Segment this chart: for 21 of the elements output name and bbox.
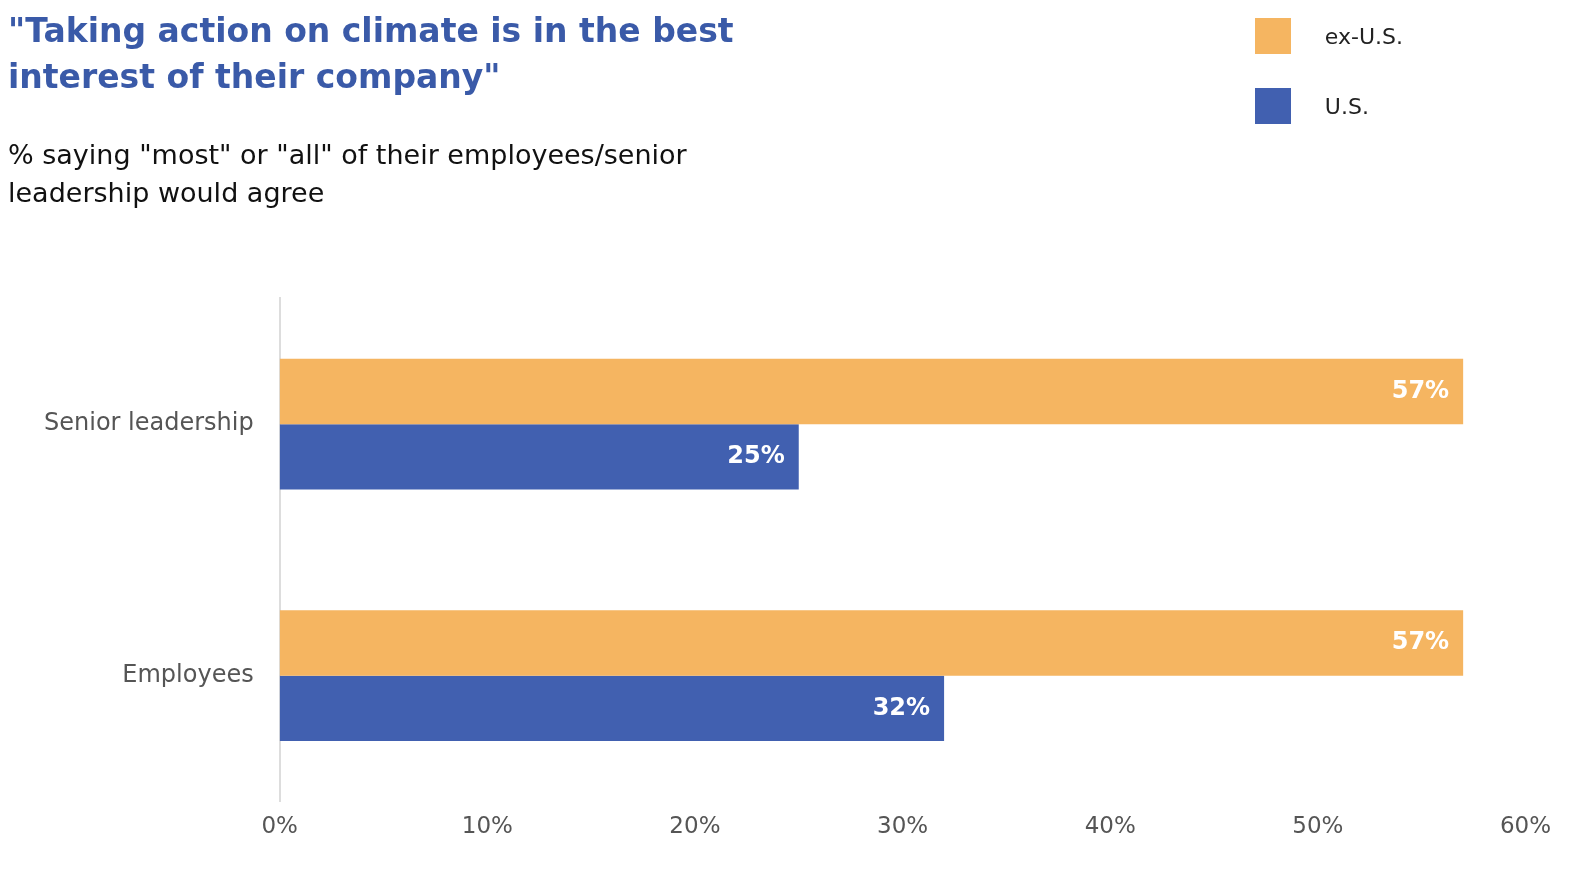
x-tick-label: 20% (669, 812, 721, 839)
x-tick-label: 0% (261, 812, 298, 839)
y-tick-label: Senior leadership (44, 408, 254, 437)
legend-label: ex-U.S. (1324, 23, 1403, 49)
chart-subtitle: % saying "most" or "all" of their employees/senior leadership would agree (8, 138, 688, 210)
data-label: 25% (727, 441, 785, 470)
x-tick-label: 10% (461, 812, 513, 839)
data-label: 57% (1391, 375, 1450, 404)
x-tick-label: 40% (1084, 812, 1136, 839)
x-tick-label: 30% (877, 812, 929, 839)
bar (279, 675, 945, 742)
y-tick-label: Employees (122, 659, 254, 688)
x-tick-label: 50% (1292, 812, 1344, 839)
data-label: 57% (1391, 627, 1450, 656)
bar (279, 358, 1464, 425)
x-tick-label: 60% (1499, 812, 1551, 839)
legend-label: U.S. (1324, 93, 1369, 119)
data-label: 32% (872, 692, 931, 721)
bar (279, 610, 1464, 676)
bar (279, 424, 799, 490)
chart-title: "Taking action on climate is in the best interest of their company" (8, 10, 735, 98)
